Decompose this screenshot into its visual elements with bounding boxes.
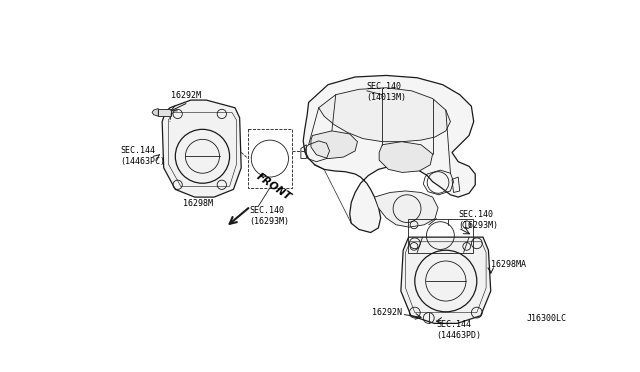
Polygon shape xyxy=(374,191,438,227)
Text: FRONT: FRONT xyxy=(254,171,292,202)
Polygon shape xyxy=(319,88,451,142)
Text: SEC.144
(14463PD): SEC.144 (14463PD) xyxy=(436,320,481,340)
Polygon shape xyxy=(303,76,476,232)
Text: 16292M: 16292M xyxy=(172,91,202,100)
Polygon shape xyxy=(401,237,491,323)
Polygon shape xyxy=(152,109,158,116)
Text: SEC.140
(16293M): SEC.140 (16293M) xyxy=(249,206,289,227)
Text: 16298MA: 16298MA xyxy=(491,260,525,269)
Text: J16300LC: J16300LC xyxy=(527,314,566,323)
Text: SEC.144
(14463PC): SEC.144 (14463PC) xyxy=(120,146,165,166)
Text: 16298M: 16298M xyxy=(183,199,212,208)
Polygon shape xyxy=(162,100,241,197)
Text: 16292N: 16292N xyxy=(372,308,402,317)
Polygon shape xyxy=(158,109,172,116)
Text: SEC.140
(16293M): SEC.140 (16293M) xyxy=(458,210,498,230)
Polygon shape xyxy=(311,131,358,158)
Polygon shape xyxy=(379,142,433,173)
Text: SEC.140
(14013M): SEC.140 (14013M) xyxy=(367,81,407,102)
